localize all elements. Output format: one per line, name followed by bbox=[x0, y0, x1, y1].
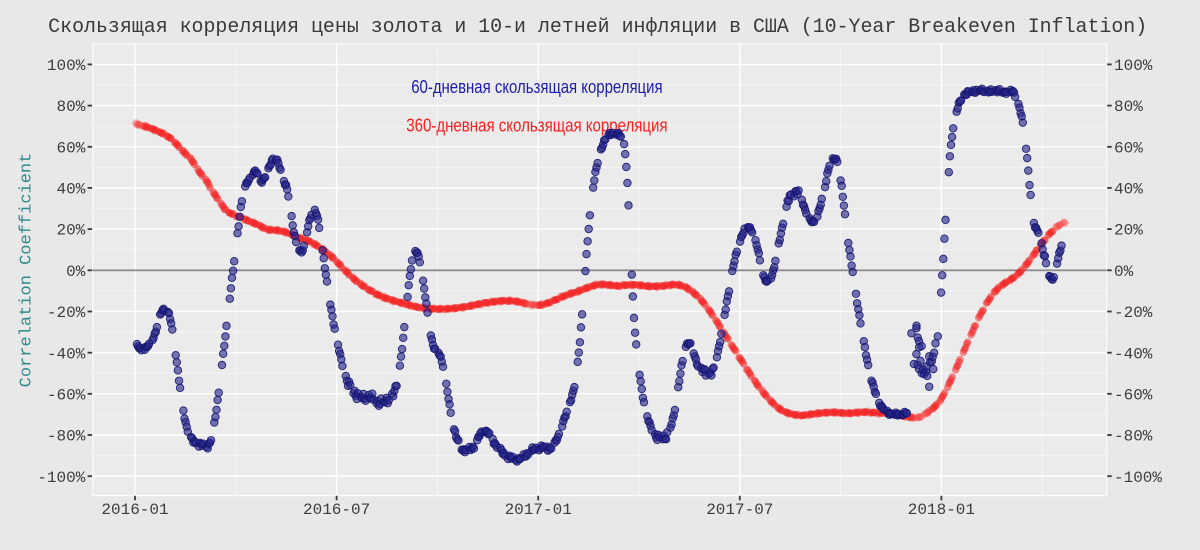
svg-text:80%: 80% bbox=[1114, 98, 1143, 116]
svg-text:20%: 20% bbox=[56, 222, 85, 240]
svg-text:-100%: -100% bbox=[1114, 469, 1162, 487]
svg-text:2016-07: 2016-07 bbox=[303, 501, 370, 519]
svg-text:-100%: -100% bbox=[37, 469, 85, 487]
svg-text:60-дневная скользящая корреляц: 60-дневная скользящая корреляция bbox=[411, 77, 662, 97]
svg-text:-80%: -80% bbox=[47, 428, 86, 446]
svg-text:0%: 0% bbox=[1114, 263, 1134, 281]
svg-text:Скользящая корреляция цены зол: Скользящая корреляция цены золота и 10-и… bbox=[48, 15, 1147, 38]
svg-text:-20%: -20% bbox=[1114, 304, 1153, 322]
svg-text:2017-07: 2017-07 bbox=[706, 501, 773, 519]
svg-text:Correlation Coefficient: Correlation Coefficient bbox=[18, 153, 37, 388]
svg-text:20%: 20% bbox=[1114, 222, 1143, 240]
svg-text:60%: 60% bbox=[56, 139, 85, 157]
svg-text:-80%: -80% bbox=[1114, 428, 1153, 446]
svg-text:2018-01: 2018-01 bbox=[908, 501, 975, 519]
svg-text:-60%: -60% bbox=[1114, 386, 1153, 404]
svg-text:0%: 0% bbox=[66, 263, 86, 281]
svg-text:-40%: -40% bbox=[1114, 345, 1153, 363]
svg-text:40%: 40% bbox=[56, 181, 85, 199]
svg-text:60%: 60% bbox=[1114, 139, 1143, 157]
svg-text:360-дневная скользящая корреля: 360-дневная скользящая корреляция bbox=[406, 116, 667, 136]
svg-text:-40%: -40% bbox=[47, 345, 86, 363]
svg-text:80%: 80% bbox=[56, 98, 85, 116]
svg-text:40%: 40% bbox=[1114, 181, 1143, 199]
svg-text:2017-01: 2017-01 bbox=[505, 501, 572, 519]
svg-text:-20%: -20% bbox=[47, 304, 86, 322]
svg-text:2016-01: 2016-01 bbox=[101, 501, 168, 519]
svg-text:-60%: -60% bbox=[47, 386, 86, 404]
svg-text:100%: 100% bbox=[1114, 57, 1153, 75]
svg-text:100%: 100% bbox=[47, 57, 86, 75]
